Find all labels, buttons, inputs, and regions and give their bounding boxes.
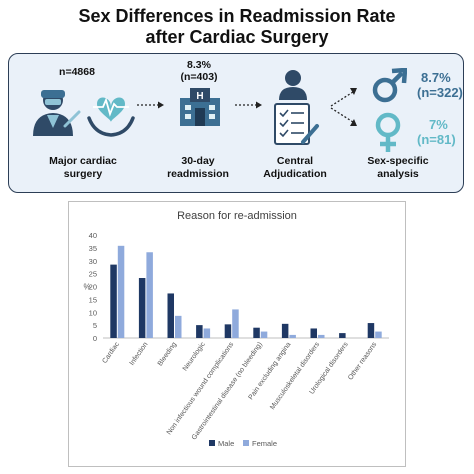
study-flow-panel: n=4868 Major cardiac surgery 8.3% (n=403… [8,53,464,193]
bar-chart: 0 5 10 15 20 25 30 35 40% Cardiac Infection Bleedin… [83,231,389,448]
female-symbol-icon [375,112,401,152]
step4-label-line2: analysis [377,167,419,180]
female-bar [289,334,296,338]
y-tick-label: 35 [89,244,97,253]
y-tick-label: 15 [89,295,97,304]
male-bar [138,278,146,338]
male-n: (n=322) [417,85,463,100]
female-bar [203,328,211,338]
step2-label-line1: 30-day [181,155,215,167]
male-symbol-icon [372,68,407,103]
hospital-icon: H [180,88,220,126]
male-bar [310,328,317,338]
x-tick-label: Musculoskeletal disorders [269,341,321,411]
step4-label-line1: Sex-specific [367,155,429,167]
x-tick-label: Infection [129,341,150,367]
legend-swatch [209,440,215,446]
x-tick-label: Bleeding [157,341,178,367]
male-bar [339,333,346,338]
cohort-count: n=4868 [59,66,95,78]
legend-swatch [243,440,249,446]
page-title: Sex Differences in Readmission Rate afte… [0,6,474,48]
readmission-pct: 8.3% [187,59,211,71]
step1-label-line1: Major cardiac [49,155,117,167]
person-checklist-icon [274,70,319,145]
readmission-n: (n=403) [180,71,218,83]
male-bar [167,293,174,338]
male-bar [196,325,203,338]
step3-label: Central Adjudication [255,155,335,180]
y-tick-label: 30 [89,257,97,266]
chart-title: Reason for re-admission [177,210,297,222]
readmission-rate: 8.3% (n=403) [169,59,229,83]
y-tick-label: 10 [89,308,97,317]
male-bar [367,323,375,338]
split-arrows-icon [330,88,357,126]
y-tick-label: 40 [89,231,97,240]
female-pct: 7% [429,117,448,132]
female-bar [117,245,125,338]
title-line-1: Sex Differences in Readmission Rate [78,6,396,26]
male-bar [281,323,289,338]
doctor-heart-icon [33,90,135,137]
x-tick-label: Neurologic [182,341,207,373]
readmission-reason-chart: Reason for re-admission 0 5 10 15 20 25 30 35 40… [68,201,406,467]
title-line-2: after Cardiac Surgery [145,27,329,47]
male-bar [253,327,260,338]
male-bar [110,264,117,338]
arrow-right-icon [235,101,262,109]
male-stat: 8.7% (n=322) [417,70,465,100]
svg-text:H: H [196,91,203,102]
female-bar [232,309,239,338]
female-stat: 7% (n=81) [417,117,465,147]
female-n: (n=81) [417,132,456,147]
step3-label-line2: Adjudication [263,167,327,180]
step3-label-line1: Central [276,155,314,167]
female-bar [318,334,325,338]
y-tick-label: 20 [89,283,97,292]
step4-label: Sex-specific analysis [357,155,439,180]
arrow-right-icon [137,101,164,109]
x-tick-label: Other reasons [347,341,378,382]
female-bar [375,331,382,338]
step1-label: Major cardiac surgery [33,155,133,180]
legend-label: Female [252,439,277,448]
female-bar [146,252,153,338]
step2-label-line2: readmission [167,167,229,180]
male-bar [224,324,232,338]
y-axis-label: % [83,283,90,292]
legend-label: Male [218,439,234,448]
step1-label-line2: surgery [63,167,103,180]
y-tick-label: 5 [93,321,97,330]
male-pct: 8.7% [421,70,451,85]
female-bar [260,331,268,338]
y-tick-label: 25 [89,270,97,279]
female-bar [175,315,182,338]
y-tick-label: 0 [93,334,97,343]
x-tick-label: Cardiac [101,341,121,365]
step2-label: 30-day readmission [155,155,241,180]
